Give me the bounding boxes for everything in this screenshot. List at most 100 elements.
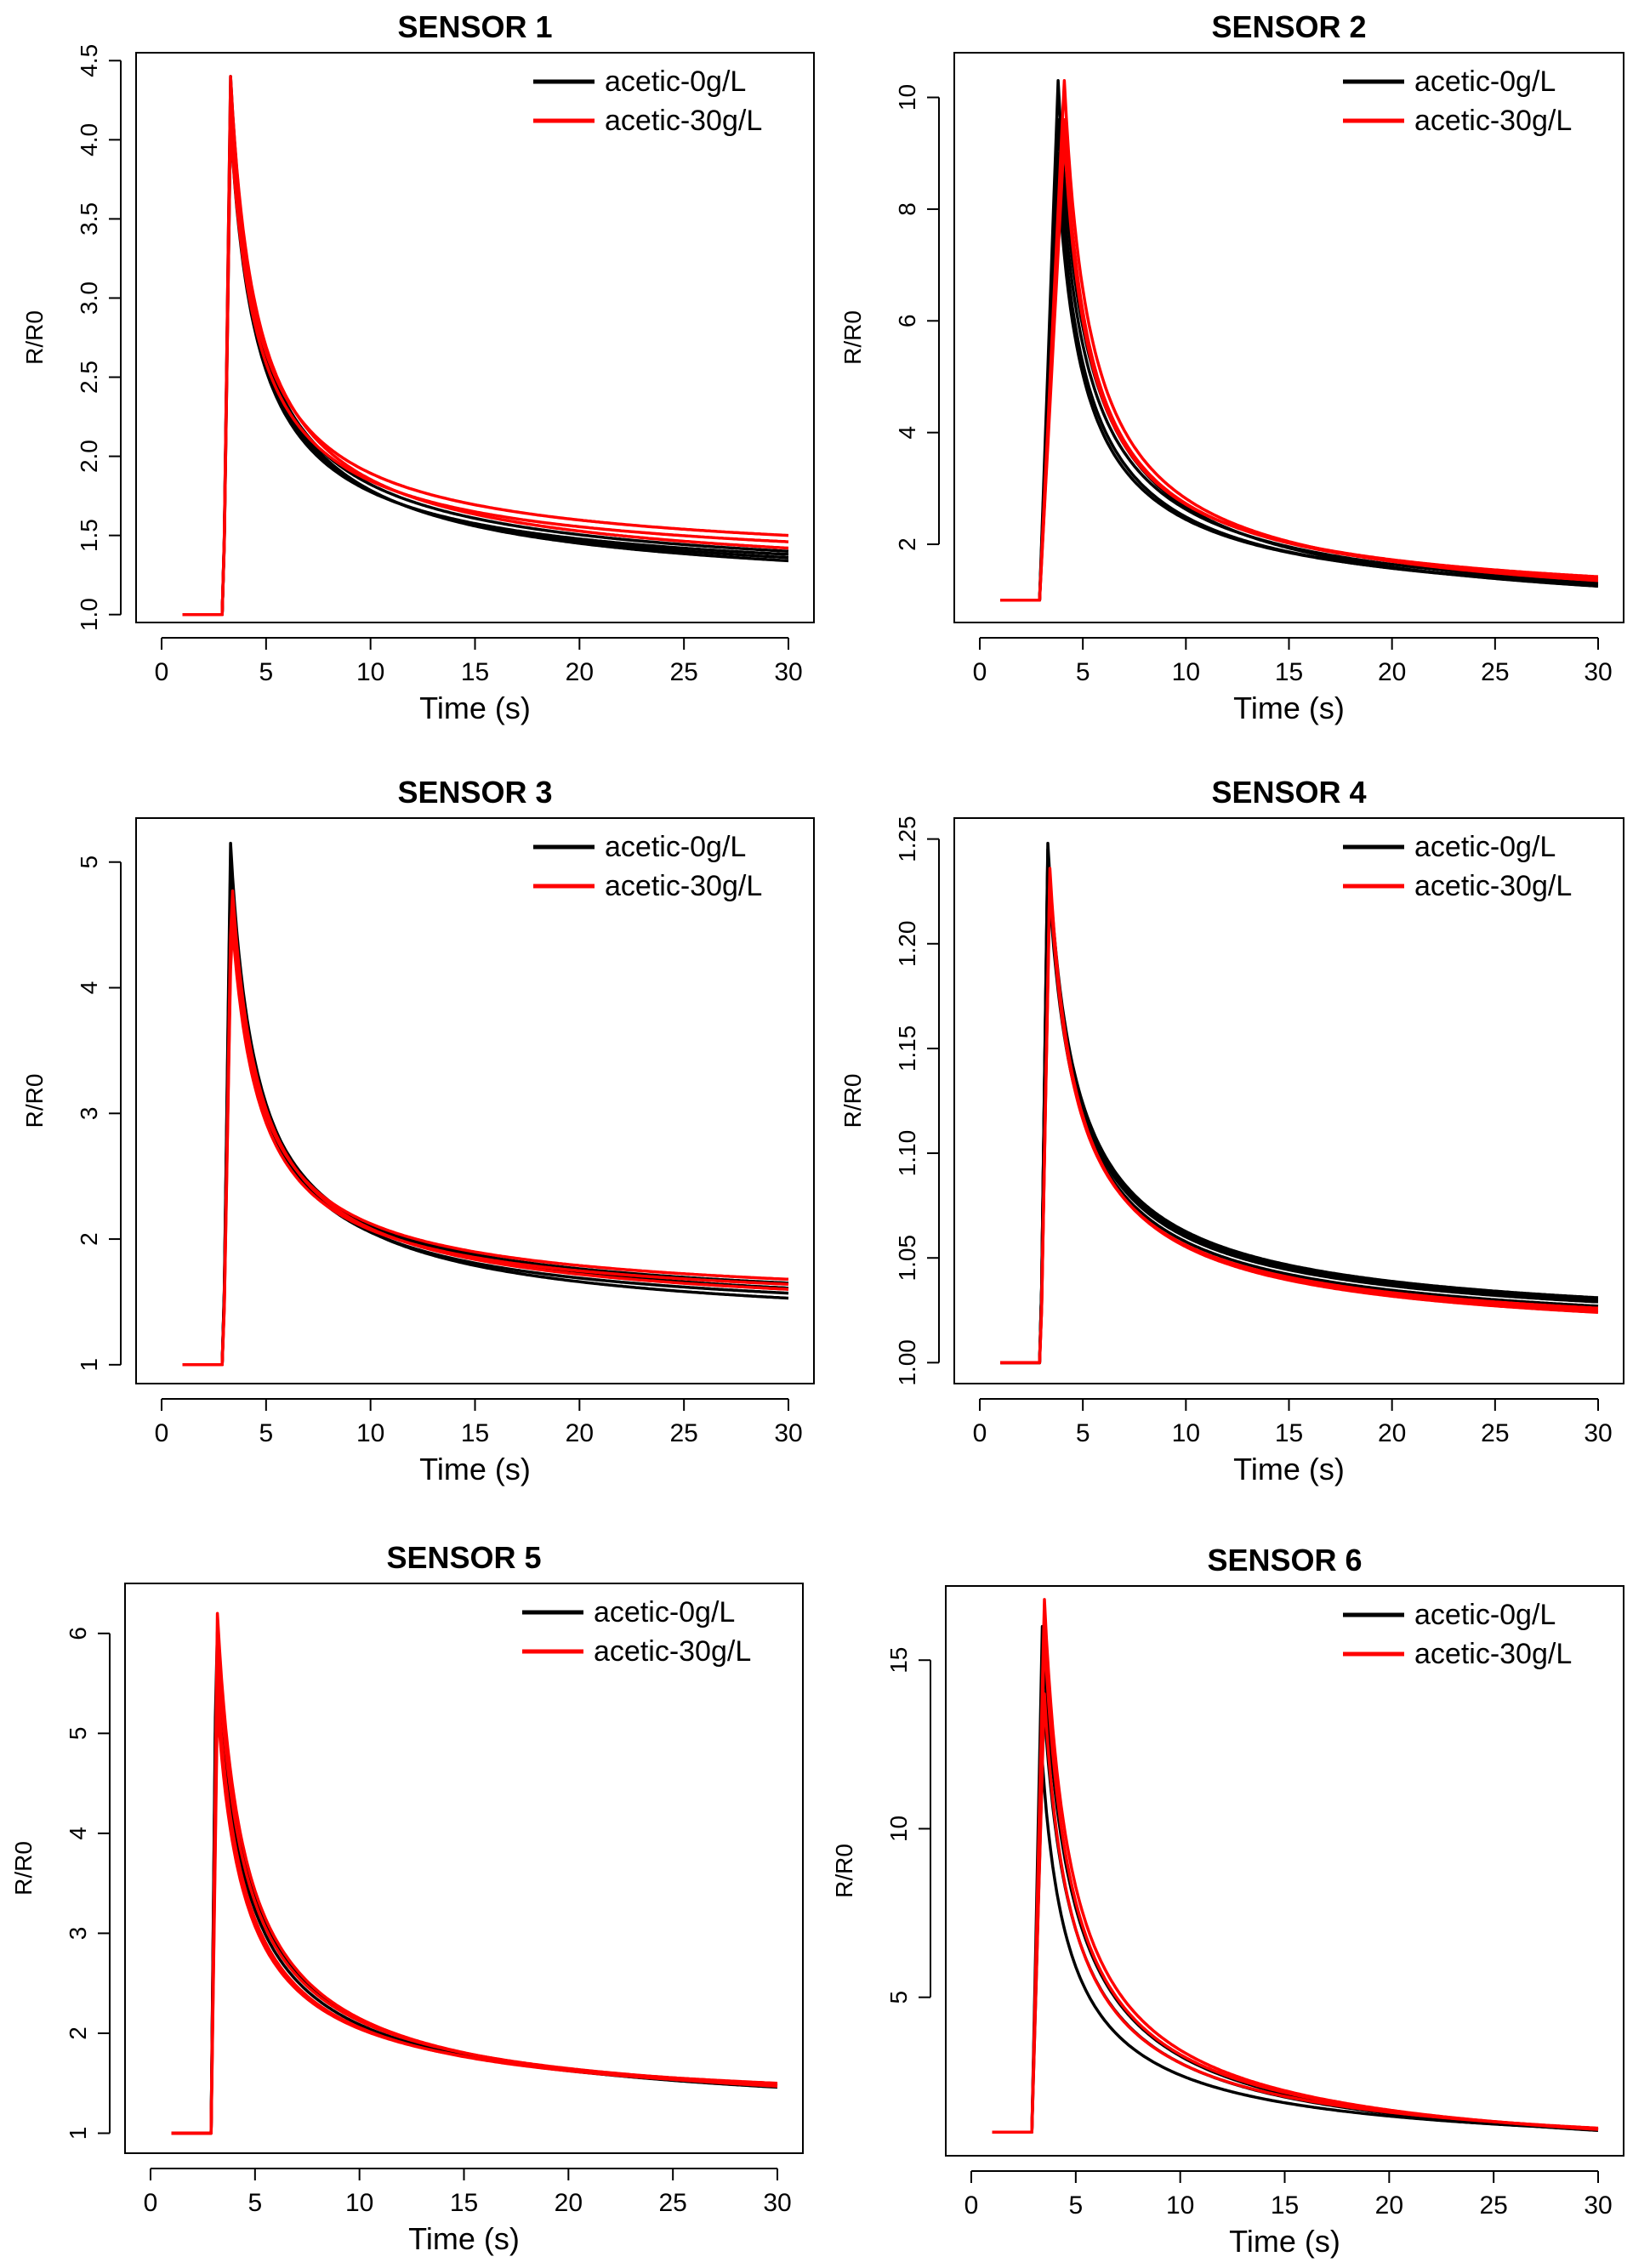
series-line-acetic-30gl	[992, 1631, 1599, 2134]
series-line-acetic-30gl	[1000, 873, 1599, 1365]
y-tick-label: 1.10	[894, 1130, 920, 1177]
chart-panel-1: SENSOR 1 0 5 10 15 20 25 30 Time (s) 1.0 1.5 2.0 2.5…	[21, 9, 815, 725]
series-line-acetic-0gl	[1000, 79, 1599, 602]
series-line-acetic-0gl	[182, 122, 789, 617]
y-tick-label: 1.20	[894, 921, 920, 968]
x-tick-label: 20	[566, 1419, 594, 1447]
series-line-acetic-30gl	[171, 1702, 778, 2135]
y-axis-title: R/R0	[839, 1074, 866, 1128]
x-axis-title: Time (s)	[1233, 691, 1345, 725]
series-line-acetic-30gl	[182, 122, 789, 617]
y-tick-label: 1.05	[894, 1235, 920, 1282]
series-line-acetic-0gl	[171, 1668, 778, 2135]
x-tick-label: 10	[1172, 658, 1200, 686]
x-tick-label: 30	[774, 1419, 802, 1447]
x-tick-label: 5	[1076, 1419, 1090, 1447]
chart-title: SENSOR 4	[1211, 775, 1366, 810]
x-tick-label: 25	[1479, 2191, 1507, 2220]
y-tick-label: 1	[65, 2127, 91, 2140]
series-line-acetic-0gl	[992, 1675, 1599, 2134]
y-tick-label: 2.0	[76, 440, 102, 473]
y-tick-label: 2	[894, 537, 920, 551]
legend-label: acetic-0g/L	[605, 831, 746, 863]
y-tick-label: 5	[76, 855, 102, 869]
chart-title: SENSOR 5	[386, 1540, 541, 1575]
y-tick-label: 10	[885, 1816, 912, 1842]
x-tick-label: 5	[259, 658, 273, 686]
legend-label: acetic-30g/L	[1414, 105, 1572, 137]
plot-frame	[124, 1583, 804, 2154]
plot-frame	[135, 52, 815, 623]
x-tick-label: 15	[461, 658, 489, 686]
x-tick-label: 10	[356, 1419, 384, 1447]
x-tick-label: 5	[259, 1419, 273, 1447]
series-line-acetic-30gl	[992, 1598, 1599, 2134]
y-tick-label: 1.15	[894, 1026, 920, 1072]
series-line-acetic-0gl	[171, 1649, 778, 2135]
y-tick-label: 6	[894, 315, 920, 328]
chart-panel-5: SENSOR 5 0 5 10 15 20 25 30 Time (s) 1 2 3 4 5 6 R/R0 ac…	[10, 1540, 804, 2256]
series-line-acetic-0gl	[182, 75, 789, 617]
series-line-acetic-30gl	[992, 1692, 1599, 2134]
x-tick-label: 0	[973, 658, 987, 686]
y-tick-label: 4	[76, 981, 102, 995]
x-tick-label: 10	[356, 658, 384, 686]
series-line-acetic-30gl	[1000, 867, 1599, 1365]
chart-title: SENSOR 1	[397, 9, 552, 44]
y-tick-label: 15	[885, 1647, 912, 1674]
chart-title: SENSOR 2	[1211, 9, 1366, 44]
series-line-acetic-0gl	[1000, 848, 1599, 1365]
y-axis-title: R/R0	[10, 1841, 37, 1896]
chart-panel-4: SENSOR 4 0 5 10 15 20 25 30 Time (s) 1.00 1.05 1.10…	[839, 775, 1624, 1486]
x-tick-label: 25	[1481, 658, 1509, 686]
x-tick-label: 0	[973, 1419, 987, 1447]
series-line-acetic-30gl	[1000, 79, 1599, 602]
chart-title: SENSOR 6	[1207, 1543, 1362, 1577]
x-tick-label: 0	[155, 1419, 169, 1447]
series-line-acetic-0gl	[1000, 854, 1599, 1365]
x-tick-label: 25	[1481, 1419, 1509, 1447]
plot-frame	[953, 52, 1624, 623]
y-tick-label: 6	[65, 1627, 91, 1640]
y-tick-label: 1.00	[894, 1339, 920, 1386]
series-line-acetic-30gl	[1000, 134, 1599, 602]
x-tick-label: 25	[669, 1419, 697, 1447]
y-tick-label: 4	[894, 426, 920, 440]
x-tick-label: 30	[1584, 658, 1612, 686]
y-tick-label: 4.0	[76, 123, 102, 156]
legend-label: acetic-30g/L	[605, 105, 762, 137]
y-tick-label: 4.5	[76, 44, 102, 77]
y-tick-label: 2.5	[76, 361, 102, 394]
y-tick-label: 8	[894, 202, 920, 216]
y-tick-label: 3	[65, 1927, 91, 1941]
x-tick-label: 10	[1172, 1419, 1200, 1447]
x-tick-label: 5	[1076, 658, 1090, 686]
y-axis-title: R/R0	[21, 1074, 48, 1128]
x-tick-label: 10	[1166, 2191, 1194, 2220]
x-tick-label: 10	[345, 2189, 373, 2217]
y-tick-label: 5	[65, 1727, 91, 1741]
y-tick-label: 4	[65, 1827, 91, 1840]
series-line-acetic-30gl	[182, 106, 789, 617]
x-tick-label: 0	[144, 2189, 158, 2217]
legend-label: acetic-30g/L	[1414, 870, 1572, 902]
legend-label: acetic-0g/L	[1414, 1599, 1556, 1631]
series-line-acetic-0gl	[182, 90, 789, 617]
y-tick-label: 1.25	[894, 816, 920, 862]
x-tick-label: 20	[1378, 658, 1406, 686]
chart-title: SENSOR 3	[397, 775, 552, 810]
x-tick-label: 15	[1275, 1419, 1303, 1447]
series-line-acetic-30gl	[182, 75, 789, 617]
x-axis-title: Time (s)	[419, 1452, 531, 1486]
y-axis-title: R/R0	[831, 1844, 857, 1898]
x-tick-label: 20	[555, 2189, 583, 2217]
x-axis-title: Time (s)	[419, 691, 531, 725]
x-tick-label: 30	[1584, 2191, 1612, 2220]
y-tick-label: 5	[885, 1991, 912, 2004]
series-line-acetic-30gl	[182, 912, 789, 1367]
series-line-acetic-0gl	[992, 1624, 1599, 2134]
legend-label: acetic-30g/L	[1414, 1638, 1572, 1670]
y-axis-title: R/R0	[21, 310, 48, 365]
x-tick-label: 25	[669, 658, 697, 686]
